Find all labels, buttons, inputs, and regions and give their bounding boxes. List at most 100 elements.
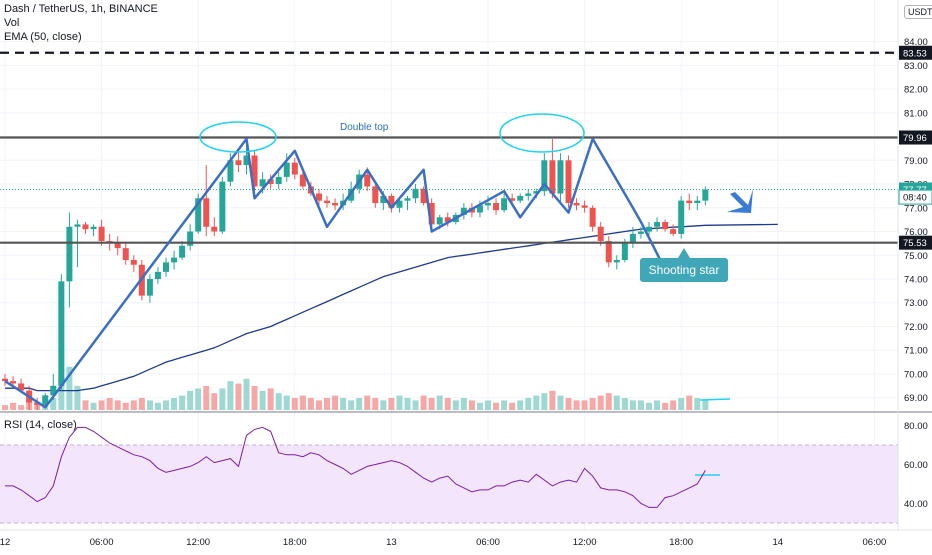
candle-body xyxy=(66,226,73,282)
rsi-band xyxy=(0,445,898,523)
candle-body xyxy=(637,231,644,234)
candle-body xyxy=(243,155,250,166)
bar-timer-tag: 08:40 xyxy=(903,193,927,204)
volume-bar xyxy=(573,400,580,410)
volume-bar xyxy=(372,398,379,410)
candle-body xyxy=(485,203,491,206)
candle-body xyxy=(662,222,669,230)
volume-bar xyxy=(629,400,636,410)
volume-bar xyxy=(50,398,57,410)
price-tick-label: 69.00 xyxy=(904,393,928,404)
candle-body xyxy=(678,200,685,234)
volume-bar xyxy=(179,395,186,410)
candle-body xyxy=(509,198,516,201)
candle-body xyxy=(299,174,306,187)
candle-body xyxy=(549,160,556,194)
price-tag: 75.53 xyxy=(903,238,927,249)
volume-bar xyxy=(380,400,387,410)
double-top-label: Double top xyxy=(340,122,389,133)
candle-body xyxy=(98,226,105,242)
volume-bar xyxy=(686,395,693,410)
price-tick-label: 83.00 xyxy=(904,61,928,72)
candle-body xyxy=(179,245,186,258)
candle-body xyxy=(533,191,540,194)
rsi-tick-label: 40.00 xyxy=(904,499,928,510)
candle-body xyxy=(195,198,202,232)
candle-body xyxy=(605,241,612,263)
ema-line xyxy=(5,223,778,392)
price-tick-label: 72.00 xyxy=(904,322,928,333)
volume-bar xyxy=(436,395,443,410)
volume-bar xyxy=(138,398,145,410)
volume-bar xyxy=(549,390,556,410)
candle-body xyxy=(34,402,41,405)
candle-body xyxy=(18,383,25,391)
volume-bar xyxy=(187,390,194,410)
volume-bar xyxy=(227,381,234,410)
time-tick-label: 14 xyxy=(773,537,784,548)
volume-bar xyxy=(106,398,113,410)
volume-bar xyxy=(678,398,685,410)
candle-body xyxy=(412,188,419,199)
rsi-tick-label: 80.00 xyxy=(904,421,928,432)
volume-bar xyxy=(589,398,596,410)
price-tick-label: 74.00 xyxy=(904,275,928,286)
candle-body xyxy=(130,260,137,265)
candle-body xyxy=(2,378,8,382)
candle-body xyxy=(74,224,81,227)
volume-bar xyxy=(396,395,403,410)
volume-bar xyxy=(58,376,65,410)
volume-bar xyxy=(597,395,604,410)
price-tick-label: 71.00 xyxy=(904,346,928,357)
candle-body xyxy=(589,207,596,227)
time-tick-label: 18:00 xyxy=(669,537,693,548)
candle-body xyxy=(90,226,97,230)
volume-bar xyxy=(364,395,371,410)
volume-bar xyxy=(452,400,459,410)
candle-body xyxy=(476,205,483,213)
price-tick-label: 77.00 xyxy=(904,203,928,214)
volume-bar xyxy=(203,386,210,410)
double-top-circle-left xyxy=(199,121,277,153)
price-tick-label: 73.00 xyxy=(904,298,928,309)
candle-body xyxy=(573,203,580,206)
candle-body xyxy=(50,385,57,396)
volume-bar xyxy=(195,388,202,410)
volume-bar xyxy=(267,388,274,410)
volume-bar xyxy=(557,395,564,410)
candle-body xyxy=(654,222,661,227)
volume-bar xyxy=(428,398,435,410)
candle-body xyxy=(251,155,258,187)
volume-bar xyxy=(332,395,339,410)
time-tick-label: 06:00 xyxy=(863,537,887,548)
candle-body xyxy=(163,262,169,272)
candle-body xyxy=(557,160,564,194)
volume-bar xyxy=(468,400,475,410)
volume-bar xyxy=(98,400,105,410)
volume-bar xyxy=(581,400,588,410)
time-tick-label: 12 xyxy=(0,537,10,548)
candle-body xyxy=(235,160,242,166)
time-tick-label: 18:00 xyxy=(283,537,307,548)
volume-bar xyxy=(533,395,540,410)
currency-badge[interactable]: USDT xyxy=(904,5,932,19)
rsi-line xyxy=(5,426,706,508)
volume-bar xyxy=(646,402,652,410)
volume-bar xyxy=(541,393,548,410)
candle-body xyxy=(597,226,604,242)
candle-body xyxy=(146,279,153,296)
down-arrow-icon xyxy=(727,189,753,213)
candle-body xyxy=(428,203,435,225)
candle-body xyxy=(613,260,620,263)
price-tag-box xyxy=(899,235,932,250)
candle-body xyxy=(315,193,322,201)
volume-bar xyxy=(340,398,347,410)
volume-bar xyxy=(460,398,467,410)
price-tick-label: 79.00 xyxy=(904,156,928,167)
candle-body xyxy=(670,229,677,234)
volume-bar xyxy=(235,383,242,410)
volume-bar xyxy=(485,400,491,410)
volume-bar xyxy=(211,393,218,410)
candle-body xyxy=(42,395,49,405)
